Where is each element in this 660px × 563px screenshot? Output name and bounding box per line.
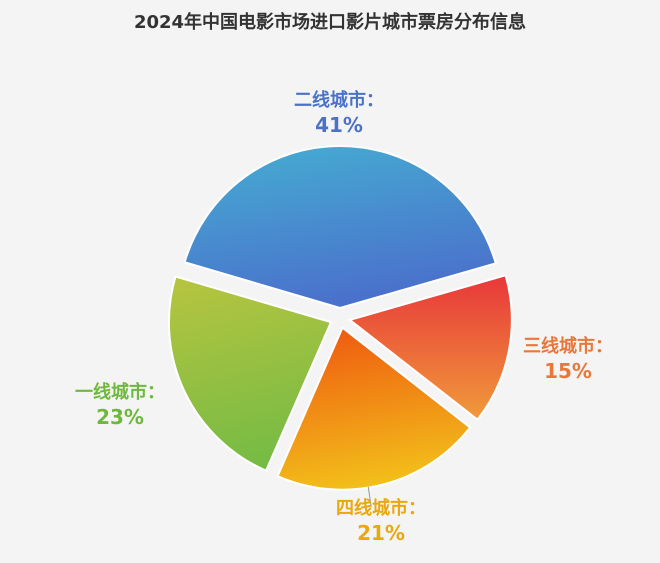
pie-slice-tier3: [347, 274, 513, 422]
pie-slice-tier2: [183, 145, 497, 310]
slice-label-tier1: 一线城市： 23%: [40, 382, 200, 430]
slice-value-label: 23%: [96, 404, 144, 429]
slice-value-label: 21%: [357, 520, 405, 545]
slice-category-label: 四线城市：: [336, 498, 426, 519]
pie-slice-tier4: [276, 326, 472, 491]
leader-line-tier4: [367, 486, 372, 507]
slice-label-tier3: 三线城市： 15%: [488, 336, 648, 384]
slice-label-tier2: 二线城市： 41%: [259, 90, 419, 138]
slice-label-tier4: 四线城市： 21%: [301, 498, 461, 546]
slice-category-label: 二线城市：: [294, 90, 384, 111]
pie-slice-tier1: [168, 275, 333, 472]
slice-value-label: 15%: [544, 358, 592, 383]
chart-title: 2024年中国电影市场进口影片城市票房分布信息: [133, 12, 527, 33]
slice-category-label: 三线城市：: [523, 336, 613, 357]
slice-value-label: 41%: [315, 112, 363, 137]
slice-category-label: 一线城市：: [75, 382, 165, 403]
